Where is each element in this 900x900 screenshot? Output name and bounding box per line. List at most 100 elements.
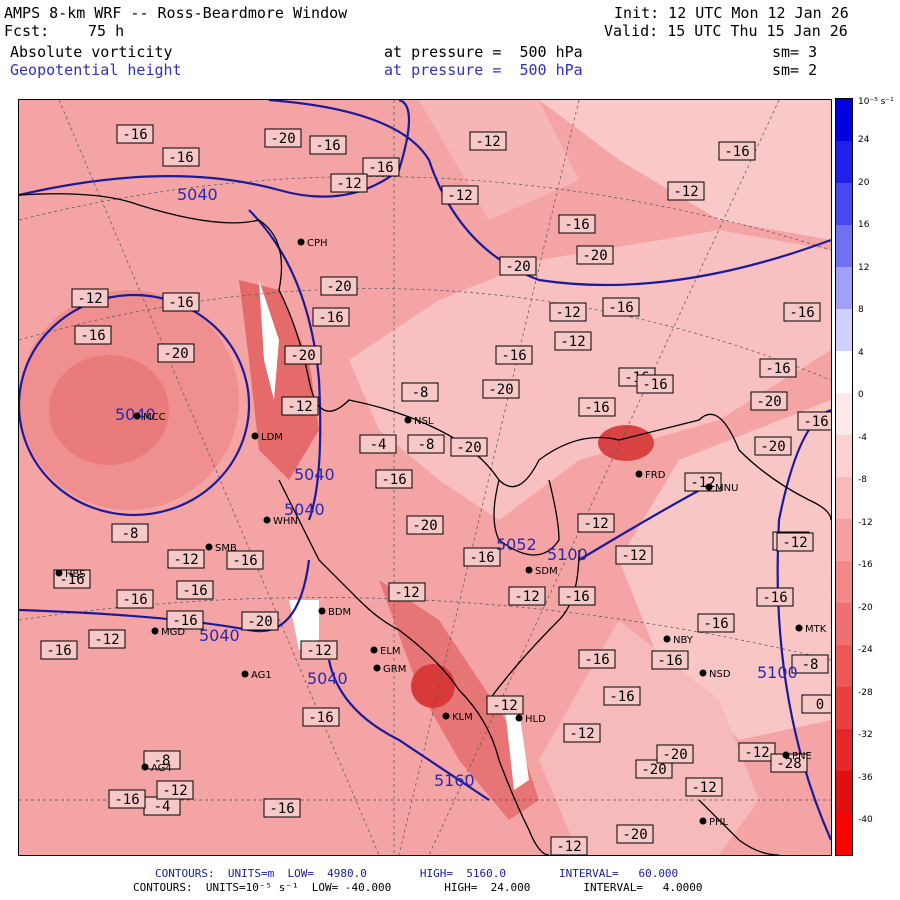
colorbar-segment	[836, 393, 852, 435]
colorbar-segment	[836, 267, 852, 309]
colorbar-segment	[836, 351, 852, 393]
svg-text:-16: -16	[803, 414, 828, 430]
colorbar-segment	[836, 141, 852, 183]
svg-text:-20: -20	[456, 440, 481, 456]
svg-text:-16: -16	[584, 400, 609, 416]
colorbar-tick-label: -4	[858, 432, 867, 443]
vorticity-label: -16	[759, 358, 797, 378]
vorticity-label: -20	[656, 744, 694, 764]
vorticity-label: -12	[388, 582, 426, 602]
footer-height-contours: CONTOURS: UNITS=m LOW= 4980.0 HIGH= 5160…	[155, 867, 679, 880]
vorticity-label: -16	[162, 147, 200, 167]
svg-text:-16: -16	[172, 613, 197, 629]
station-marker: HBS	[55, 569, 86, 580]
footer-vorticity-contours: CONTOURS: UNITS=10⁻⁵ s⁻¹ LOW= -40.000 HI…	[133, 881, 703, 894]
station-label: BDM	[328, 607, 351, 618]
svg-text:-12: -12	[77, 291, 102, 307]
vorticity-label: -12	[71, 288, 109, 308]
svg-text:-12: -12	[583, 516, 608, 532]
svg-text:-16: -16	[114, 792, 139, 808]
vorticity-label: -16	[53, 569, 91, 589]
station-marker: NSD	[699, 669, 731, 680]
station-label: MGD	[161, 627, 185, 638]
vorticity-label: -16	[263, 798, 301, 818]
vorticity-label: -20	[157, 343, 195, 363]
station-marker: PHL	[699, 817, 729, 828]
svg-text:-12: -12	[492, 698, 517, 714]
coastlines	[19, 193, 831, 855]
svg-text:-16: -16	[724, 144, 749, 160]
vorticity-label: -16	[463, 547, 501, 567]
vorticity-label: -20	[754, 436, 792, 456]
station-label: AG1	[251, 670, 272, 681]
svg-text:-16: -16	[584, 652, 609, 668]
colorbar-segment	[836, 99, 852, 141]
svg-text:-12: -12	[691, 780, 716, 796]
vorticity-label: -16	[558, 214, 596, 234]
svg-text:-12: -12	[475, 134, 500, 150]
svg-text:-12: -12	[556, 839, 581, 855]
station-marker: PNE	[782, 751, 812, 762]
colorbar-tick-label: 0	[858, 390, 864, 400]
colorbar-tick-label: -32	[858, 730, 873, 740]
vorticity-label: -12	[156, 780, 194, 800]
height-contour-label: 5052	[496, 535, 537, 554]
height-contours	[19, 100, 831, 841]
vorticity-label: -16	[602, 297, 640, 317]
colorbar-segment	[836, 561, 852, 603]
station-marker: SDM	[525, 566, 558, 577]
station-label: WHN	[273, 516, 298, 527]
vorticity-label: -12	[667, 181, 705, 201]
svg-text:-20: -20	[662, 747, 687, 763]
station-marker: KLM	[442, 712, 473, 723]
vorticity-label: -12	[469, 131, 507, 151]
station-marker: HLD	[515, 714, 546, 725]
vorticity-label: -16	[116, 124, 154, 144]
colorbar-segment	[836, 183, 852, 225]
vorticity-label: -16	[578, 397, 616, 417]
station-label: NBY	[673, 635, 694, 646]
stations-layer: CPH MCC LDM WHN SMB HBS MGD AG1 BDM ELM GRM KLM HLD N…	[55, 238, 827, 828]
svg-text:-4: -4	[154, 799, 171, 815]
svg-text:-20: -20	[760, 439, 785, 455]
svg-text:-12: -12	[394, 585, 419, 601]
colorbar-segment	[836, 813, 852, 855]
station-marker: SMB	[205, 543, 237, 554]
height-contour-label: 5100	[757, 663, 798, 682]
svg-text:-20: -20	[505, 259, 530, 275]
colorbar-tick-label: 24	[858, 135, 870, 145]
svg-text:-12: -12	[514, 589, 539, 605]
svg-text:-8: -8	[418, 437, 435, 453]
station-label: PHL	[709, 817, 729, 828]
svg-text:-16: -16	[657, 653, 682, 669]
vorticity-label: -20	[576, 245, 614, 265]
station-label: MTK	[805, 624, 827, 635]
vorticity-label: -12	[776, 532, 814, 552]
init-time: Init: 12 UTC Mon 12 Jan 26	[614, 4, 849, 22]
station-label: CPH	[307, 238, 328, 249]
svg-text:-20: -20	[488, 382, 513, 398]
colorbar-segment	[836, 519, 852, 561]
colorbar-segment	[836, 687, 852, 729]
station-label: MCC	[143, 412, 166, 423]
vorticity-label: -12	[300, 640, 338, 660]
colorbar-tick-label: -28	[858, 687, 873, 698]
station-marker: CPH	[297, 238, 328, 249]
station-marker: AG1	[241, 670, 272, 681]
svg-text:-12: -12	[555, 305, 580, 321]
vorticity-label: -12	[508, 586, 546, 606]
colorbar-tick-label: -36	[858, 772, 873, 783]
station-marker: FRD	[635, 470, 666, 481]
svg-text:-20: -20	[412, 518, 437, 534]
colorbar-tick-label: 12	[858, 262, 870, 273]
station-marker: NBY	[663, 635, 694, 646]
field1-pressure: at pressure = 500 hPa	[384, 43, 583, 61]
station-label: SDM	[535, 566, 558, 577]
vorticity-label: -16	[108, 789, 146, 809]
height-contour-label: 5040	[199, 626, 240, 645]
vorticity-label: -16	[74, 325, 112, 345]
svg-text:-16: -16	[608, 300, 633, 316]
station-marker: NSL	[404, 416, 434, 427]
vorticity-label: -20	[635, 759, 673, 779]
svg-text:-16: -16	[269, 801, 294, 817]
